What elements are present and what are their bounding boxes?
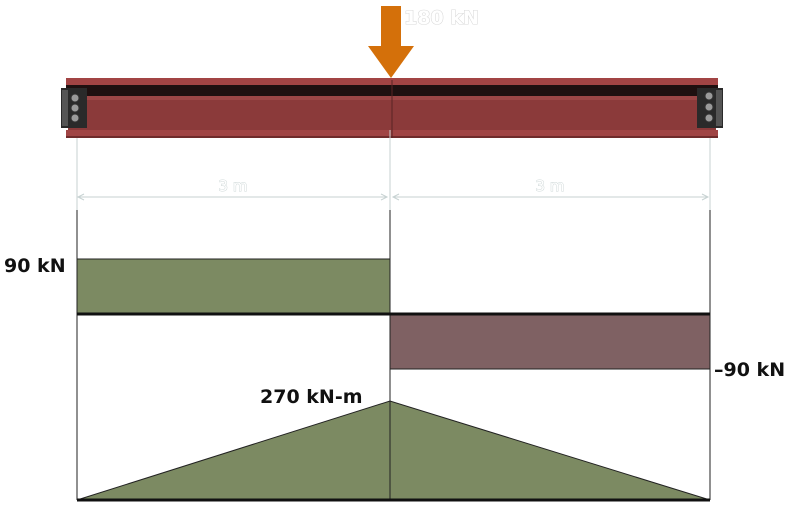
bolt-icon — [704, 102, 714, 112]
load-arrow-icon — [368, 6, 414, 78]
bolt-icon — [704, 113, 714, 123]
shear-negative-label: –90 kN — [714, 359, 785, 381]
bolt-icon — [704, 91, 714, 101]
dimension-right-label: 3 m — [536, 177, 565, 195]
right-connection — [697, 88, 723, 128]
moment-region — [76, 400, 711, 501]
bolt-icon — [70, 103, 80, 113]
i-beam — [61, 78, 723, 138]
dimension-left-label: 3 m — [219, 177, 248, 195]
bolt-icon — [70, 93, 80, 103]
shear-positive-label: 90 kN — [4, 255, 66, 277]
bolt-icon — [70, 113, 80, 123]
shear-positive-region — [76, 258, 391, 315]
shear-negative-region — [389, 313, 711, 370]
left-connection — [61, 88, 87, 128]
load-label: 180 kN — [404, 7, 479, 29]
dimension-lines — [76, 130, 711, 210]
moment-max-label: 270 kN-m — [260, 386, 363, 408]
